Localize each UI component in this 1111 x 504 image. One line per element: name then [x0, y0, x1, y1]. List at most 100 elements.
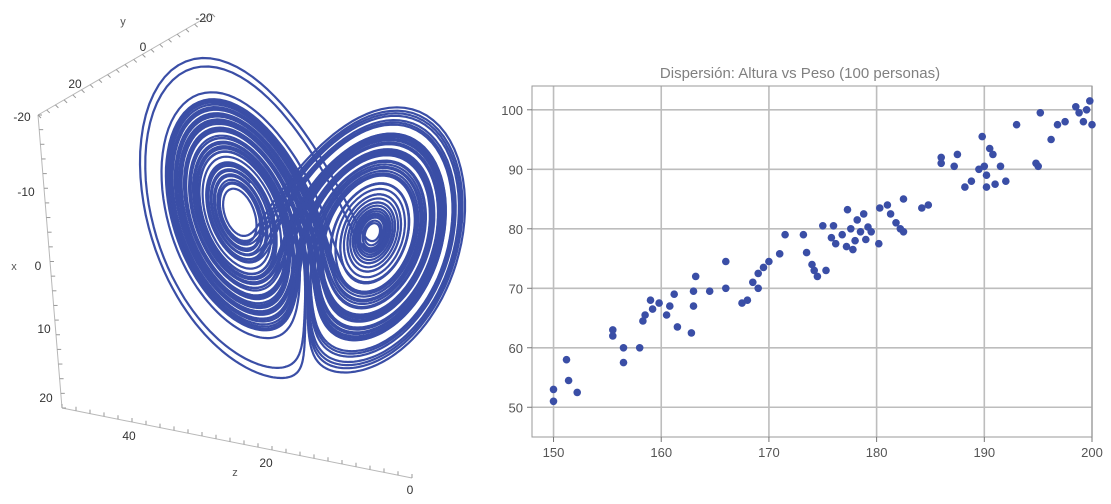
scatter-point — [609, 332, 617, 340]
x-tick-label: 200 — [1081, 445, 1103, 460]
scatter-point — [892, 219, 900, 227]
axis-label-z: z — [232, 467, 238, 479]
y-tick-label: 80 — [509, 222, 523, 237]
x-tick-label: -20 — [13, 110, 31, 124]
scatter-point — [961, 183, 969, 191]
scatter-point — [1075, 109, 1083, 117]
scatter-point — [822, 266, 830, 275]
tick-mark — [133, 59, 138, 63]
scatter-point — [754, 284, 762, 293]
scatter-point — [980, 162, 989, 171]
scatter-point — [843, 205, 852, 214]
scatter-point — [1082, 106, 1091, 114]
scatter-point — [827, 233, 836, 242]
x-tick-label: 10 — [37, 322, 51, 336]
chart-title: Dispersión: Altura vs Peso (100 personas… — [660, 65, 940, 82]
tick-mark — [185, 28, 190, 33]
tick-mark — [98, 79, 103, 84]
scatter-point — [849, 245, 857, 254]
scatter-point — [646, 296, 655, 305]
scatter-point — [967, 177, 976, 185]
scatter-point — [573, 388, 581, 397]
scatter-point — [635, 344, 644, 352]
scatter-point — [705, 287, 714, 296]
tick-mark — [150, 48, 155, 53]
scatter-points — [549, 97, 1096, 406]
tick-mark — [159, 43, 164, 48]
x-tick-label: 0 — [35, 259, 42, 273]
scatter-point — [1088, 120, 1096, 129]
scatter-point — [1053, 120, 1062, 129]
tick-mark — [202, 18, 207, 23]
scatter-point — [670, 290, 678, 299]
tick-mark — [142, 54, 146, 58]
scatter-point — [842, 242, 851, 251]
scatter-point — [937, 159, 945, 168]
scatter-point — [689, 287, 698, 296]
scatter-point — [924, 201, 933, 209]
scatter-point — [899, 228, 908, 236]
scatter-point — [673, 323, 682, 331]
lorenz-curve-segment — [184, 112, 462, 367]
scatter-point — [641, 311, 649, 319]
z-tick-label: 40 — [122, 429, 136, 443]
scatter-point — [867, 228, 875, 236]
scatter-point — [765, 257, 773, 266]
scatter-point — [1034, 162, 1042, 171]
x-tick-label: 180 — [866, 445, 888, 460]
scatter-point — [899, 195, 908, 203]
tick-mark — [115, 69, 120, 73]
scatter-point — [691, 272, 700, 281]
plot-frame — [531, 85, 1093, 438]
scatter-point — [862, 235, 870, 244]
scatter-point — [802, 248, 811, 257]
z-tick-label: 20 — [259, 456, 273, 470]
scatter-point — [1061, 117, 1069, 126]
scatter-point — [1012, 120, 1021, 129]
z-tick-label: 0 — [407, 483, 414, 497]
scatter-point — [982, 183, 991, 191]
scatter-point — [549, 397, 558, 406]
tick-mark — [63, 99, 68, 104]
scatter-point — [978, 132, 986, 141]
lorenz-3d-plot: y x z -20 0 20 -20 -10 0 10 20 40 20 0 — [11, 11, 467, 497]
scatter-point — [883, 201, 892, 209]
y-tick-label: 60 — [509, 341, 523, 356]
tick-mark — [107, 74, 111, 78]
lorenz-curve-segment — [174, 114, 436, 323]
scatter-point — [743, 296, 752, 305]
scatter-point — [937, 153, 945, 162]
scatter-point — [689, 302, 698, 310]
y-tick-label: 20 — [68, 77, 82, 91]
x-tick-label: 170 — [758, 445, 780, 460]
scatter-point — [549, 385, 558, 394]
scatter-point — [775, 250, 784, 258]
y-tick-label: 50 — [509, 400, 523, 415]
lorenz-curve-segment — [138, 56, 392, 380]
scatter-point — [662, 311, 671, 319]
scatter-point — [829, 222, 838, 230]
scatter-point — [953, 150, 962, 159]
lorenz-curve-segment — [198, 109, 464, 370]
y-tick-label: -20 — [195, 11, 213, 25]
tick-mark — [89, 84, 94, 89]
scatter-point — [754, 269, 762, 278]
scatter-point — [781, 230, 789, 239]
scatter-point — [1079, 117, 1088, 126]
tick-mark — [176, 33, 181, 38]
scatter-point — [856, 228, 865, 236]
scatter-point — [1086, 97, 1094, 105]
scatter-point — [655, 299, 663, 307]
scatter-plot: Dispersión: Altura vs Peso (100 personas… — [501, 65, 1103, 460]
y-tick-label: 70 — [509, 281, 523, 296]
scatter-point — [831, 239, 840, 248]
scatter-point — [989, 150, 997, 159]
scatter-point — [950, 162, 958, 171]
y-tick-label: 100 — [501, 103, 523, 118]
scatter-point — [1072, 103, 1080, 111]
x-tick-label: -10 — [17, 185, 35, 199]
lorenz-curve-segment — [165, 99, 444, 336]
scatter-point — [982, 171, 991, 179]
axis-label-y: y — [120, 16, 126, 28]
tick-mark — [168, 38, 172, 43]
